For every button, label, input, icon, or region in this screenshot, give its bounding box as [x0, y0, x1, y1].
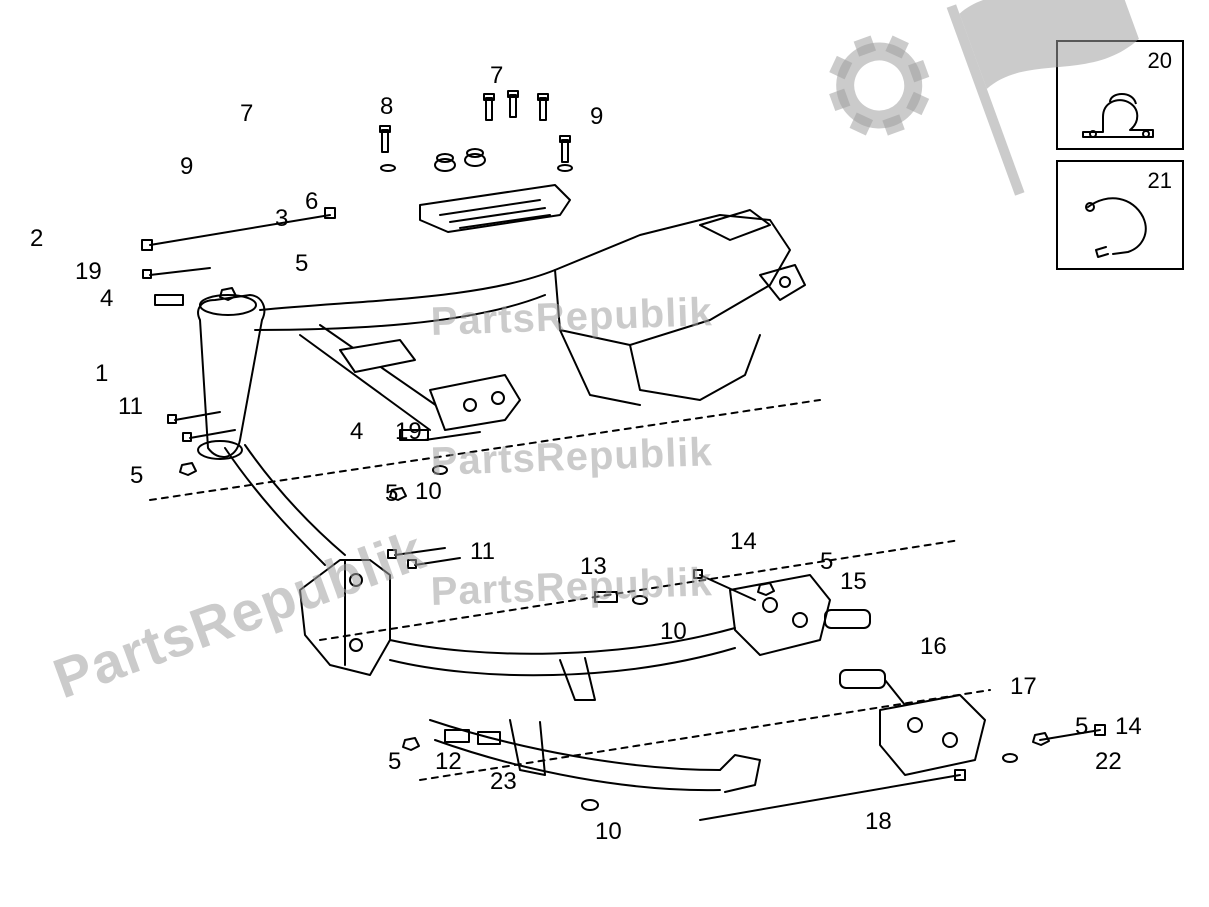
- callout-5f: 5: [1075, 713, 1088, 741]
- callout-15: 15: [840, 568, 867, 596]
- callout-5d: 5: [820, 548, 833, 576]
- callout-9a: 9: [180, 153, 193, 181]
- inset-21: 21: [1056, 160, 1184, 270]
- callout-23: 23: [490, 768, 517, 796]
- callout-2: 2: [30, 225, 43, 253]
- callout-3: 3: [275, 205, 288, 233]
- callout-11a: 11: [118, 393, 143, 421]
- callout-19a: 19: [75, 258, 102, 286]
- callout-17: 17: [1010, 673, 1037, 701]
- callout-11b: 11: [470, 538, 495, 566]
- inset-20: 20: [1056, 40, 1184, 150]
- callout-4a: 4: [100, 285, 113, 313]
- callout-7b: 7: [490, 62, 503, 90]
- callout-4b: 4: [350, 418, 363, 446]
- diagram-canvas: 1 2 3 4 4 5 5 5 5 5 5 6 7 7 8 9 9 10 10 …: [0, 0, 1209, 907]
- callout-5b: 5: [130, 462, 143, 490]
- callout-16: 16: [920, 633, 947, 661]
- callout-8: 8: [380, 93, 393, 121]
- callout-5e: 5: [388, 748, 401, 776]
- callout-22: 22: [1095, 748, 1122, 776]
- main-drawing: [0, 0, 1209, 907]
- callout-1: 1: [95, 360, 108, 388]
- callout-10b: 10: [660, 618, 687, 646]
- callout-10a: 10: [415, 478, 442, 506]
- callout-9b: 9: [590, 103, 603, 131]
- callout-14a: 14: [730, 528, 757, 556]
- callout-7a: 7: [240, 100, 253, 128]
- callout-6: 6: [305, 188, 318, 216]
- callout-19b: 19: [395, 418, 422, 446]
- callout-18: 18: [865, 808, 892, 836]
- callout-5a: 5: [295, 250, 308, 278]
- callout-5c: 5: [385, 480, 398, 508]
- callout-13: 13: [580, 553, 607, 581]
- callout-12: 12: [435, 748, 462, 776]
- callout-10c: 10: [595, 818, 622, 846]
- callout-14b: 14: [1115, 713, 1142, 741]
